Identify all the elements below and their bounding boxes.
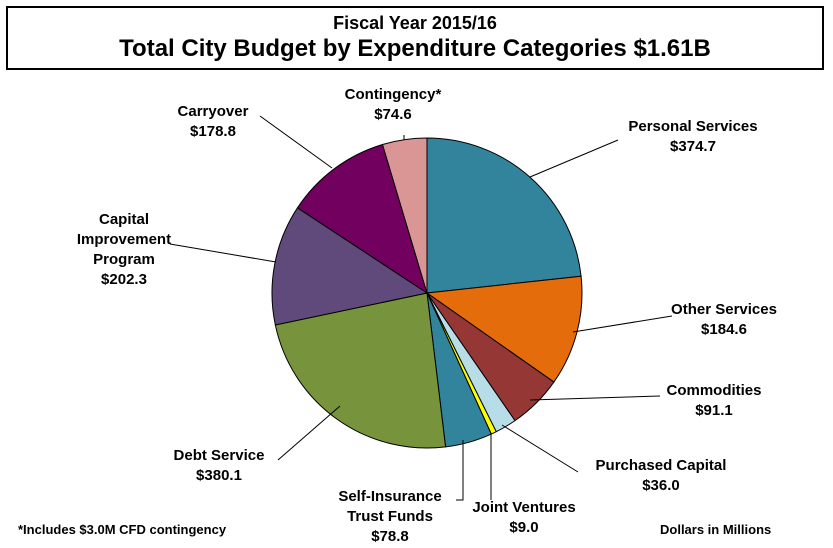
units-note: Dollars in Millions <box>660 522 772 537</box>
leader-line-capital-improvement-program <box>169 243 277 263</box>
leader-line-purchased-capital <box>501 424 579 473</box>
slice-label-commodities: Commodities $91.1 <box>666 382 761 419</box>
leader-line-commodities <box>529 395 661 401</box>
pie-slice-contingency <box>381 137 428 294</box>
pie-slice-capital-improvement-program <box>271 207 429 326</box>
pie-slice-carryover <box>296 143 428 295</box>
chart-title: Total City Budget by Expenditure Categor… <box>119 35 711 62</box>
slice-label-personal-services: Personal Services $374.7 <box>628 118 757 155</box>
leader-line-other-services <box>572 315 673 333</box>
leader-line-debt-service <box>277 405 341 461</box>
slice-label-capital-improvement-program: Capital Improvement Program $202.3 <box>77 211 171 288</box>
pie-slice-debt-service <box>274 292 447 449</box>
chart-title-box: Fiscal Year 2015/16 Total City Budget by… <box>6 6 824 70</box>
leader-line-carryover <box>259 115 333 169</box>
pie-slice-personal-services <box>426 137 582 294</box>
slice-label-contingency: Contingency* $74.6 <box>345 86 442 123</box>
slice-label-self-insurance-trust-funds: Self-Insurance Trust Funds $78.8 <box>338 488 441 545</box>
slice-label-debt-service: Debt Service $380.1 <box>174 447 265 484</box>
leader-line-personal-services <box>529 139 619 178</box>
slice-label-carryover: Carryover $178.8 <box>178 103 249 140</box>
slice-label-other-services: Other Services $184.6 <box>671 301 777 338</box>
chart-subtitle: Fiscal Year 2015/16 <box>333 13 497 33</box>
slice-label-joint-ventures: Joint Ventures $9.0 <box>472 499 575 536</box>
slice-label-purchased-capital: Purchased Capital $36.0 <box>596 457 727 494</box>
leader-line-self-insurance-trust-funds <box>456 440 464 501</box>
footnote: *Includes $3.0M CFD contingency <box>18 522 227 537</box>
